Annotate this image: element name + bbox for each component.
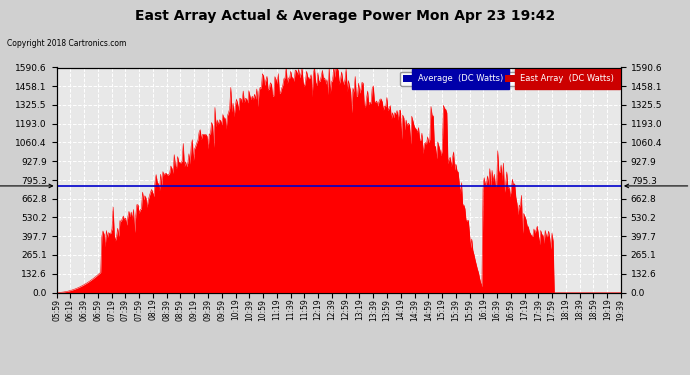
Text: 753.410: 753.410 — [0, 182, 52, 190]
Text: East Array Actual & Average Power Mon Apr 23 19:42: East Array Actual & Average Power Mon Ap… — [135, 9, 555, 23]
Legend: Average  (DC Watts), East Array  (DC Watts): Average (DC Watts), East Array (DC Watts… — [400, 72, 617, 86]
Text: 753.410: 753.410 — [625, 182, 690, 190]
Text: Copyright 2018 Cartronics.com: Copyright 2018 Cartronics.com — [7, 39, 126, 48]
